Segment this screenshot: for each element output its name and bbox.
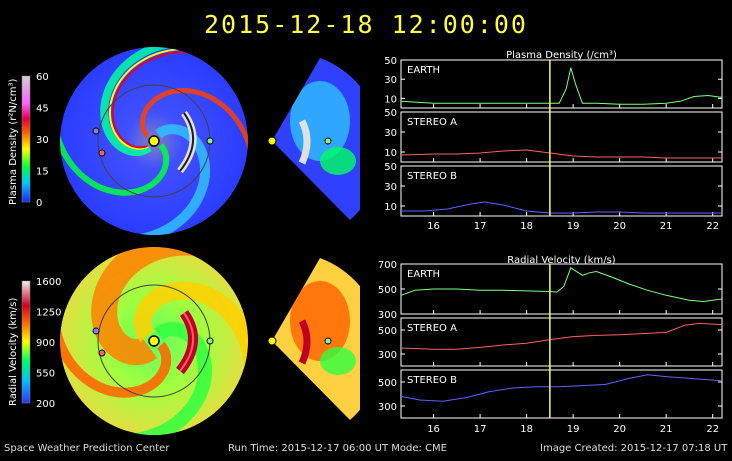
y-tick-label: 30 xyxy=(384,128,397,139)
colorbar-tick-label: 0 xyxy=(36,198,42,209)
spiral-stream xyxy=(60,124,210,235)
earth-marker xyxy=(206,337,214,345)
y-tick-label: 50 xyxy=(384,162,397,173)
colorbar-density-label: Plasma Density (r²N/cm³) xyxy=(8,78,19,205)
y-tick-label: 10 xyxy=(384,148,397,159)
colorbar-tick-label: 30 xyxy=(36,135,49,146)
footer-credit: Space Weather Prediction Center xyxy=(4,443,170,454)
sun-marker xyxy=(267,336,277,346)
y-tick-label: 300 xyxy=(378,310,397,321)
density-map-equatorial xyxy=(60,47,248,235)
y-tick-label: 700 xyxy=(378,260,397,271)
plot-panel xyxy=(400,369,723,419)
solar-wind-maps xyxy=(60,47,360,435)
y-tick-label: 50 xyxy=(384,56,397,67)
colorbar-tick-label: 60 xyxy=(36,72,49,83)
panel-label: STEREO B xyxy=(407,171,457,182)
y-tick-label: 300 xyxy=(378,350,397,361)
spiral-stream xyxy=(100,47,248,157)
series-line-earth xyxy=(400,267,723,303)
spiral-stream xyxy=(60,49,170,196)
x-tick-label: 17 xyxy=(474,424,487,435)
sun-marker xyxy=(267,136,277,146)
colorbar-tick-label: 550 xyxy=(36,369,55,380)
x-tick-label: 20 xyxy=(613,221,626,232)
colorbar-tick-label: 1250 xyxy=(36,308,61,319)
footer-image-created: Image Created: 2015-12-17 07:18 UT xyxy=(540,443,728,454)
colorbar xyxy=(21,280,31,404)
earth-marker xyxy=(206,137,214,145)
stereo-b-marker xyxy=(92,327,100,335)
cme-front-core xyxy=(179,112,195,172)
y-tick-label: 30 xyxy=(384,182,397,193)
footer-run-time: Run Time: 2015-12-17 06:00 UT Mode: CME xyxy=(228,443,447,454)
velocity-map-equatorial xyxy=(60,247,248,435)
earth-marker xyxy=(324,137,332,145)
wedge-structure xyxy=(320,147,356,175)
x-tick-label: 20 xyxy=(613,424,626,435)
panel-label: EARTH xyxy=(407,269,440,280)
spiral-stream xyxy=(133,281,248,435)
x-tick-label: 16 xyxy=(427,221,440,232)
spiral-stream xyxy=(91,247,248,366)
colorbars: 60 45 30 15 0 1600 1250 900 550 200 xyxy=(21,72,61,410)
series-line-stereo-a xyxy=(400,322,723,350)
plot-panel xyxy=(400,317,723,367)
x-tick-label: 21 xyxy=(660,424,673,435)
chart-title: Radial Velocity (km/s) xyxy=(507,255,615,266)
chart-title: Plasma Density (/cm³) xyxy=(506,50,617,61)
stereo-a-marker xyxy=(98,149,106,157)
series-line-stereo-b xyxy=(400,374,723,402)
y-tick-label: 500 xyxy=(378,326,397,337)
panel-label: STEREO A xyxy=(407,323,457,334)
sun-marker xyxy=(148,335,160,347)
panel-label: STEREO A xyxy=(407,117,457,128)
y-tick-label: 10 xyxy=(384,202,397,213)
colorbar-tick-label: 200 xyxy=(36,399,55,410)
series-line-earth xyxy=(400,67,723,105)
stereo-a-marker xyxy=(98,349,106,357)
stereo-b-marker xyxy=(92,127,100,135)
y-tick-label: 30 xyxy=(384,75,397,86)
y-tick-label: 10 xyxy=(384,94,397,105)
spiral-stream xyxy=(60,248,172,398)
y-tick-label: 500 xyxy=(378,285,397,296)
cme-front xyxy=(298,119,311,165)
y-tick-label: 300 xyxy=(378,402,397,413)
x-tick-label: 18 xyxy=(520,221,533,232)
cme-front-core xyxy=(179,312,195,372)
page-title: 2015-12-18 12:00:00 xyxy=(204,10,528,39)
colorbar xyxy=(21,75,31,203)
plot-panel xyxy=(400,59,723,109)
colorbar-velocity-label: Radial Velocity (km/s) xyxy=(8,297,19,406)
x-tick-label: 22 xyxy=(706,424,719,435)
spiral-stream xyxy=(60,322,212,435)
wedge-structure xyxy=(320,347,356,375)
timeseries-plots: Plasma Density (/cm³) EARTH 50 30 10 STEREO A… xyxy=(378,50,723,435)
panel-label: STEREO B xyxy=(407,375,457,386)
cme-front xyxy=(298,319,311,365)
spiral-stream xyxy=(139,88,248,235)
series-line-stereo-a xyxy=(400,149,722,159)
x-tick-label: 19 xyxy=(567,221,580,232)
colorbar-tick-label: 900 xyxy=(36,338,55,349)
colorbar-tick-label: 45 xyxy=(36,104,49,115)
x-tick-label: 17 xyxy=(474,221,487,232)
y-tick-label: 50 xyxy=(384,108,397,119)
y-tick-label: 500 xyxy=(378,378,397,389)
x-tick-label: 18 xyxy=(520,424,533,435)
colorbar-tick-label: 15 xyxy=(36,167,49,178)
colorbar-tick-label: 1600 xyxy=(36,277,61,288)
x-tick-label: 21 xyxy=(660,221,673,232)
x-tick-label: 22 xyxy=(706,221,719,232)
sun-marker xyxy=(148,135,160,147)
x-tick-label: 16 xyxy=(427,424,440,435)
earth-marker xyxy=(324,337,332,345)
panel-label: EARTH xyxy=(407,65,440,76)
x-tick-label: 19 xyxy=(567,424,580,435)
